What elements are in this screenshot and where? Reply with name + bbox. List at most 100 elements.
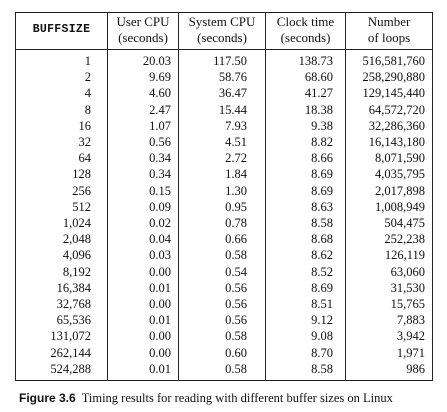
- cell-user-cpu: 0.00: [107, 263, 179, 280]
- cell-number-of-loops: 15,765: [345, 296, 433, 313]
- cell-clock-time: 8.82: [265, 134, 346, 151]
- cell-buffsize: 1,024: [62, 216, 91, 231]
- cell-user-cpu: 0.34: [107, 150, 179, 167]
- figure-caption: Figure 3.6 Timing results for reading wit…: [15, 390, 432, 406]
- cell-system-cpu: 0.58: [178, 328, 266, 345]
- cell-system-cpu: 15.44: [178, 101, 266, 118]
- cell-system-cpu: 58.76: [178, 69, 266, 86]
- cell-clock-time: 8.58: [265, 360, 346, 381]
- cell-user-cpu: 0.00: [107, 296, 179, 313]
- cell-user-cpu: 0.34: [107, 166, 179, 183]
- table-row: 32 0.56 4.51 8.82 16,143,180: [16, 134, 433, 151]
- cell-buffsize: 1: [84, 54, 91, 68]
- timing-table: BUFFSIZE User CPU (seconds) System CPU (…: [15, 12, 433, 382]
- cell-buffsize: 131,072: [50, 329, 91, 344]
- cell-buffsize: 128: [72, 167, 91, 182]
- table-row: 16 1.07 7.93 9.38 32,286,360: [16, 117, 433, 135]
- cell-number-of-loops: 516,581,760: [345, 49, 433, 70]
- table-row: 1 20.03 117.50 138.73 516,581,760: [16, 49, 433, 70]
- table-row: 65,536 0.01 0.56 9.12 7,883: [16, 312, 433, 329]
- header-clock-time-line1: Clock time: [276, 14, 335, 29]
- table-row: 4,096 0.03 0.58 8.62 126,119: [16, 247, 433, 264]
- cell-clock-time: 8.69: [265, 279, 346, 297]
- cell-system-cpu: 117.50: [178, 49, 266, 70]
- cell-buffsize: 512: [72, 199, 91, 214]
- cell-number-of-loops: 504,475: [345, 215, 433, 232]
- cell-clock-time: 68.60: [265, 69, 346, 86]
- cell-buffsize: 4,096: [62, 248, 91, 263]
- cell-number-of-loops: 4,035,795: [345, 166, 433, 183]
- table-row: 128 0.34 1.84 8.69 4,035,795: [16, 166, 433, 183]
- cell-clock-time: 9.38: [265, 117, 346, 135]
- cell-buffsize: 16: [78, 118, 92, 133]
- header-row: BUFFSIZE User CPU (seconds) System CPU (…: [15, 12, 433, 50]
- cell-clock-time: 8.69: [265, 166, 346, 183]
- header-buffsize: BUFFSIZE: [15, 12, 108, 50]
- cell-number-of-loops: 129,145,440: [345, 85, 433, 102]
- table-row: 4 4.60 36.47 41.27 129,145,440: [16, 85, 433, 102]
- caption-label: Figure 3.6: [19, 391, 76, 406]
- header-clock-time-line2: (seconds): [280, 30, 331, 45]
- header-number-of-loops-line2: of loops: [367, 30, 411, 45]
- cell-user-cpu: 4.60: [107, 85, 179, 102]
- cell-system-cpu: 0.58: [178, 247, 266, 264]
- cell-buffsize: 256: [72, 183, 91, 198]
- table-header: BUFFSIZE User CPU (seconds) System CPU (…: [15, 12, 433, 50]
- header-clock-time: Clock time (seconds): [265, 12, 346, 50]
- cell-buffsize: 2: [84, 70, 91, 85]
- cell-number-of-loops: 7,883: [345, 312, 433, 329]
- cell-number-of-loops: 8,071,590: [345, 150, 433, 167]
- cell-clock-time: 8.66: [265, 150, 346, 167]
- cell-user-cpu: 0.15: [107, 182, 179, 199]
- header-system-cpu-line1: System CPU: [188, 14, 256, 29]
- cell-clock-time: 18.38: [265, 101, 346, 118]
- table-row: 256 0.15 1.30 8.69 2,017,898: [16, 182, 433, 199]
- cell-clock-time: 8.52: [265, 263, 346, 280]
- cell-system-cpu: 7.93: [178, 117, 266, 135]
- cell-system-cpu: 1.84: [178, 166, 266, 183]
- table-row: 8,192 0.00 0.54 8.52 63,060: [16, 263, 433, 280]
- header-buffsize-label: BUFFSIZE: [32, 23, 91, 36]
- table-row: 8 2.47 15.44 18.38 64,572,720: [16, 101, 433, 118]
- table-row: 524,288 0.01 0.58 8.58 986: [16, 360, 433, 381]
- table-row: 2,048 0.04 0.66 8.68 252,238: [16, 231, 433, 248]
- header-system-cpu-line2: (seconds): [197, 30, 247, 45]
- cell-number-of-loops: 32,286,360: [345, 117, 433, 135]
- cell-system-cpu: 0.56: [178, 279, 266, 297]
- cell-system-cpu: 36.47: [178, 85, 266, 102]
- cell-system-cpu: 0.60: [178, 344, 266, 361]
- header-user-cpu: User CPU (seconds): [107, 12, 179, 50]
- cell-buffsize: 2,048: [62, 232, 91, 247]
- header-number-of-loops-line1: Number: [367, 14, 411, 29]
- cell-number-of-loops: 1,008,949: [345, 198, 433, 216]
- cell-buffsize: 32: [78, 135, 92, 150]
- table-row: 131,072 0.00 0.58 9.08 3,942: [16, 328, 433, 345]
- table-row: 512 0.09 0.95 8.63 1,008,949: [16, 198, 433, 216]
- cell-user-cpu: 1.07: [107, 117, 179, 135]
- cell-user-cpu: 0.00: [107, 328, 179, 345]
- cell-system-cpu: 0.54: [178, 263, 266, 280]
- cell-number-of-loops: 64,572,720: [345, 101, 433, 118]
- table-row: 64 0.34 2.72 8.66 8,071,590: [16, 150, 433, 167]
- table-row: 32,768 0.00 0.56 8.51 15,765: [16, 296, 433, 313]
- cell-number-of-loops: 63,060: [345, 263, 433, 280]
- cell-system-cpu: 0.56: [178, 296, 266, 313]
- cell-system-cpu: 0.66: [178, 231, 266, 248]
- table-body: 1 20.03 117.50 138.73 516,581,760 2 9.69 58.76 6…: [16, 49, 433, 381]
- cell-number-of-loops: 126,119: [345, 247, 433, 264]
- cell-system-cpu: 0.56: [178, 312, 266, 329]
- cell-user-cpu: 0.04: [107, 231, 179, 248]
- cell-user-cpu: 0.01: [107, 279, 179, 297]
- cell-user-cpu: 9.69: [107, 69, 179, 86]
- cell-user-cpu: 2.47: [107, 101, 179, 118]
- cell-clock-time: 8.70: [265, 344, 346, 361]
- cell-system-cpu: 2.72: [178, 150, 266, 167]
- cell-buffsize: 524,288: [50, 361, 91, 376]
- cell-system-cpu: 0.58: [178, 360, 266, 381]
- cell-user-cpu: 0.03: [107, 247, 179, 264]
- cell-clock-time: 8.58: [265, 215, 346, 232]
- cell-user-cpu: 0.00: [107, 344, 179, 361]
- cell-clock-time: 9.08: [265, 328, 346, 345]
- cell-system-cpu: 4.51: [178, 134, 266, 151]
- cell-user-cpu: 0.56: [107, 134, 179, 151]
